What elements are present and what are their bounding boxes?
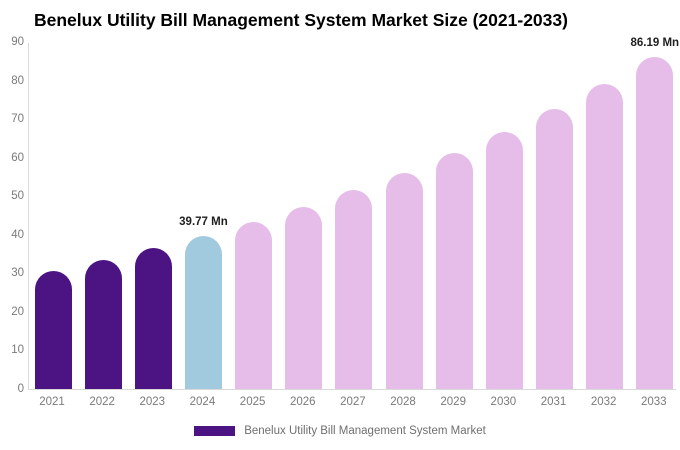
bar-2029[interactable] bbox=[435, 153, 473, 389]
bar-2026[interactable] bbox=[285, 207, 323, 389]
legend-item[interactable]: Benelux Utility Bill Management System M… bbox=[194, 425, 486, 437]
bar-2023[interactable] bbox=[134, 248, 172, 389]
bar-2032[interactable] bbox=[586, 84, 624, 389]
x-tick-label-2030: 2030 bbox=[490, 396, 517, 408]
x-tick-label-2029: 2029 bbox=[440, 396, 466, 408]
y-tick-label: 50 bbox=[11, 190, 24, 203]
y-axis: 0 10 20 30 40 50 60 70 80 90 bbox=[0, 36, 24, 395]
x-tick-label-2021: 2021 bbox=[39, 396, 65, 408]
y-tick-label: 20 bbox=[11, 305, 24, 318]
y-tick-label: 60 bbox=[11, 151, 24, 164]
bar-2021[interactable] bbox=[34, 270, 72, 389]
legend: Benelux Utility Bill Management System M… bbox=[0, 425, 680, 437]
x-tick-label-2024: 2024 bbox=[189, 396, 216, 408]
x-tick-label-2023: 2023 bbox=[139, 396, 166, 408]
legend-swatch bbox=[194, 426, 236, 436]
bar-value-label-2024: 39.77 Mn bbox=[179, 215, 228, 228]
y-tick-label: 70 bbox=[11, 113, 24, 126]
bar-2025[interactable] bbox=[235, 222, 273, 389]
y-tick-label: 90 bbox=[11, 36, 24, 48]
x-tick-label-2033: 2033 bbox=[641, 396, 667, 408]
bar-2030[interactable] bbox=[485, 132, 523, 389]
plot-area: 39.77 Mn 86.19 Mn bbox=[28, 37, 679, 390]
x-tick-label-2032: 2032 bbox=[590, 396, 617, 408]
bar-2033[interactable] bbox=[636, 56, 674, 389]
x-tick-label-2026: 2026 bbox=[289, 396, 316, 408]
bar-2022[interactable] bbox=[84, 259, 122, 389]
y-tick-label: 40 bbox=[11, 228, 24, 241]
y-tick-label: 30 bbox=[11, 267, 24, 280]
x-tick-label-2025: 2025 bbox=[239, 396, 266, 408]
chart-title: Benelux Utility Bill Management System M… bbox=[34, 10, 568, 30]
x-tick-label-2027: 2027 bbox=[340, 396, 366, 408]
x-tick-label-2028: 2028 bbox=[390, 396, 416, 408]
bar-2031[interactable] bbox=[536, 109, 573, 389]
bar-2027[interactable] bbox=[335, 190, 373, 389]
y-tick-label: 80 bbox=[11, 74, 24, 87]
bar-2024[interactable] bbox=[184, 235, 222, 389]
y-tick-label: 10 bbox=[11, 344, 24, 357]
x-tick-label-2031: 2031 bbox=[540, 396, 567, 408]
bar-value-label-2033: 86.19 Mn bbox=[630, 36, 680, 49]
y-tick-label: 0 bbox=[17, 383, 24, 395]
legend-label: Benelux Utility Bill Management System M… bbox=[244, 425, 486, 437]
bar-2028[interactable] bbox=[385, 172, 423, 389]
x-axis: 2021 2022 2023 2024 2025 2026 2027 2028 2029 2030… bbox=[28, 396, 676, 412]
x-tick-label-2022: 2022 bbox=[89, 396, 115, 408]
